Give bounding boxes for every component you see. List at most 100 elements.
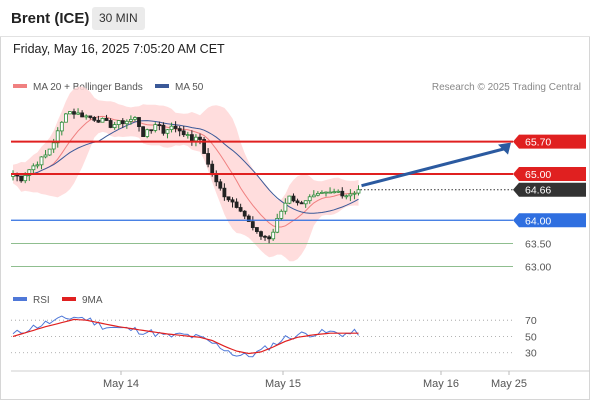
candle-body <box>250 221 255 229</box>
candle-body <box>153 124 158 131</box>
candle-body <box>332 191 337 194</box>
interval-badge[interactable]: 30 MIN <box>92 7 145 30</box>
candle-body <box>39 156 44 166</box>
candle-body <box>303 200 308 205</box>
rsi-tick-70: 70 <box>525 315 537 327</box>
x-label-0: May 14 <box>103 378 139 390</box>
candle-body <box>344 195 349 198</box>
candle-body <box>311 194 316 198</box>
x-axis: May 14 May 15 May 16 May 25 <box>103 371 527 390</box>
candle-body <box>271 231 276 240</box>
rsi-legend-swatch <box>13 297 27 301</box>
rsi-ma-legend-swatch <box>62 297 76 301</box>
candle-body <box>259 231 263 237</box>
ma20-legend-label: MA 20 + Bollinger Bands <box>33 82 143 93</box>
rsi-tick-30: 30 <box>525 348 537 360</box>
level-label-box-64.00 <box>513 213 586 228</box>
rsi-tick-50: 50 <box>525 331 537 343</box>
candle-body <box>177 128 182 132</box>
price-legend: MA 20 + Bollinger Bands MA 50 Research ©… <box>13 82 581 93</box>
chart-datetime: Friday, May 16, 2025 7:05:20 AM CET <box>13 42 225 56</box>
candle-body <box>108 120 113 128</box>
candle-body <box>96 119 101 123</box>
candle-body <box>104 118 109 121</box>
candle-body <box>279 210 284 219</box>
rsi-line <box>12 315 359 358</box>
candle-body <box>169 125 174 130</box>
rsi-legend: RSI 9MA <box>13 295 103 306</box>
candle-body <box>133 117 137 120</box>
candle-body <box>88 115 93 118</box>
candle-body <box>267 236 272 240</box>
candle-body <box>112 124 117 128</box>
candle-body <box>238 207 243 212</box>
ma20-legend-swatch <box>13 84 27 88</box>
candle-body <box>128 119 133 122</box>
candle-body <box>51 142 56 150</box>
candle-body <box>193 136 198 142</box>
candle-body <box>287 195 292 204</box>
candle-body <box>283 202 288 212</box>
candle-body <box>222 187 227 198</box>
chart-credit: Research © 2025 Trading Central <box>432 82 581 93</box>
ma50-legend-swatch <box>155 84 169 88</box>
candle-body <box>120 120 125 125</box>
candle-body <box>43 154 48 158</box>
candle-body <box>275 217 280 233</box>
level-label-64.00: 64.00 <box>525 215 551 227</box>
candle-body <box>141 126 146 137</box>
candle-body <box>189 134 194 142</box>
level-label-63.00: 63.00 <box>525 262 551 274</box>
rsi-ma-line <box>12 318 359 355</box>
candle-body <box>72 111 76 115</box>
candle-body <box>157 124 162 126</box>
candle-body <box>214 174 219 183</box>
level-label-box-64.66 <box>513 182 586 197</box>
candle-body <box>336 190 341 193</box>
candle-body <box>92 117 97 121</box>
candle-body <box>116 120 121 125</box>
candle-body <box>218 181 223 189</box>
candle-body <box>35 164 40 167</box>
level-label-63.50: 63.50 <box>525 238 551 250</box>
candle-body <box>19 175 24 182</box>
candle-body <box>64 113 68 123</box>
candle-body <box>181 130 186 136</box>
candle-body <box>76 112 80 115</box>
candle-body <box>328 191 333 194</box>
candle-body <box>324 191 328 194</box>
candle-body <box>226 196 231 201</box>
candle-body <box>55 130 60 144</box>
ma50-line <box>12 120 359 214</box>
candle-body <box>23 174 28 182</box>
candle-body <box>149 129 154 132</box>
candle-body <box>59 121 64 132</box>
candle-body <box>80 112 84 118</box>
x-label-2: May 16 <box>423 378 459 390</box>
candle-body <box>263 235 267 238</box>
bollinger-band <box>13 86 359 262</box>
ma50-legend-label: MA 50 <box>175 82 204 93</box>
level-label-64.66: 64.66 <box>525 185 551 197</box>
candle-body <box>352 192 357 195</box>
candle-body <box>68 111 72 115</box>
candle-body <box>242 210 247 217</box>
candle-body <box>100 118 105 123</box>
candle-body <box>124 120 129 125</box>
x-label-3: May 25 <box>491 378 527 390</box>
level-label-box-65.70 <box>513 134 586 149</box>
rsi-plot-area: 70 50 30 <box>11 315 537 360</box>
candle-body <box>161 124 166 134</box>
candle-body <box>340 190 345 197</box>
candle-body <box>230 199 235 203</box>
candle-body <box>348 193 353 197</box>
rsi-ma-legend-label: 9MA <box>82 295 103 306</box>
level-label-box-65.00 <box>513 167 586 181</box>
candle-body <box>198 136 202 140</box>
candle-body <box>254 227 259 232</box>
price-plot-area: 65.70 65.00 64.66 64.00 63.50 63.00 <box>11 86 586 274</box>
instrument-title: Brent (ICE) <box>11 10 90 27</box>
level-label-65.00: 65.00 <box>525 169 551 181</box>
candle-body <box>206 153 211 165</box>
